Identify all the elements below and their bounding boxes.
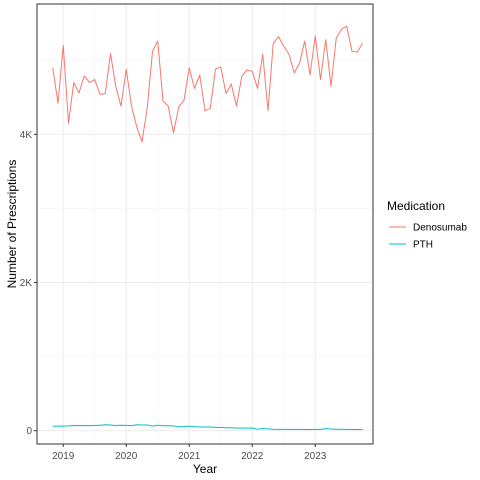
- x-tick-label: 2022: [241, 451, 264, 462]
- y-tick-label: 0: [26, 426, 32, 437]
- plot-background: [37, 4, 373, 444]
- legend-item-pth: PTH: [389, 240, 433, 251]
- x-tick-label: 2020: [115, 451, 138, 462]
- x-tick-label: 2019: [52, 451, 75, 462]
- x-tick-label: 2021: [178, 451, 201, 462]
- legend: Medication Denosumab PTH: [387, 199, 467, 251]
- y-tick-label: 2K: [20, 278, 33, 289]
- x-tick-label: 2023: [304, 451, 327, 462]
- y-axis-title: Number of Prescriptions: [5, 160, 19, 289]
- legend-item-denosumab: Denosumab: [389, 223, 467, 234]
- y-tick-label: 4K: [20, 130, 33, 141]
- legend-label-denosumab: Denosumab: [413, 223, 467, 234]
- x-axis-title: Year: [193, 462, 217, 476]
- legend-label-pth: PTH: [413, 240, 433, 251]
- legend-title: Medication: [387, 199, 445, 213]
